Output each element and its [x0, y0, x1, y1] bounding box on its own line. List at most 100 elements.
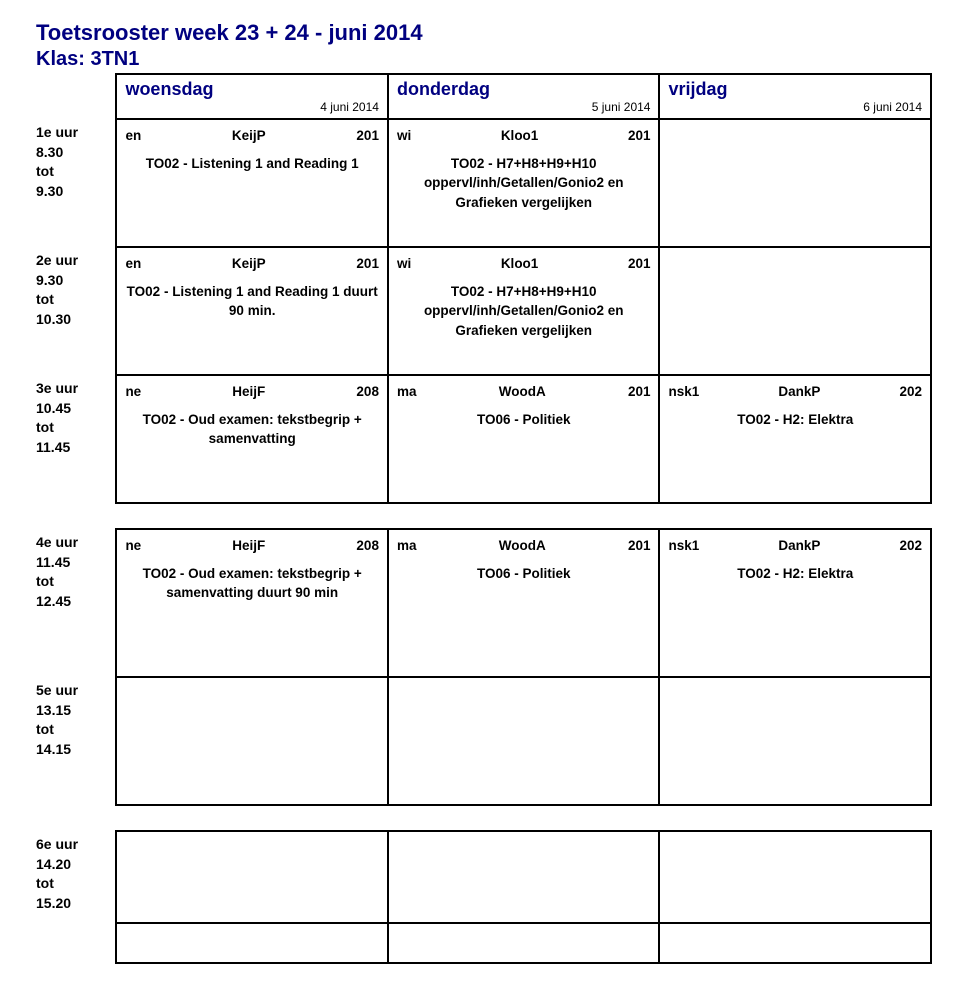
- subject-code: en: [125, 254, 141, 274]
- lesson-cell-empty: [659, 831, 931, 923]
- lesson-cell: en KeijP 201 TO02 - Listening 1 and Read…: [116, 119, 388, 247]
- room-number: 202: [899, 382, 922, 402]
- period-line: tot: [36, 875, 54, 891]
- table-row: 1e uur 8.30 tot 9.30 en KeijP 201 TO02 -…: [36, 119, 931, 247]
- lesson-description: TO02 - H7+H8+H9+H10 oppervl/inh/Getallen…: [397, 154, 651, 213]
- period-line: tot: [36, 573, 54, 589]
- lesson-head: ne HeijF 208: [125, 382, 379, 402]
- period-line: 12.45: [36, 593, 71, 609]
- lesson-description: TO06 - Politiek: [397, 410, 651, 430]
- schedule-table: woensdag 4 juni 2014 donderdag 5 juni 20…: [36, 73, 932, 964]
- lesson-cell: ma WoodA 201 TO06 - Politiek: [388, 529, 660, 677]
- lesson-head: wi Kloo1 201: [397, 126, 651, 146]
- day-header-fri: vrijdag 6 juni 2014: [659, 74, 931, 119]
- teacher-code: HeijF: [141, 536, 356, 556]
- teacher-code: KeijP: [141, 126, 356, 146]
- day-name: woensdag: [117, 75, 387, 100]
- room-number: 201: [356, 254, 379, 274]
- lesson-head: nsk1 DankP 202: [668, 536, 922, 556]
- period-line: 9.30: [36, 183, 63, 199]
- period-label-empty: [36, 923, 116, 963]
- lesson-cell-empty: [116, 923, 388, 963]
- room-number: 201: [356, 126, 379, 146]
- day-name: donderdag: [389, 75, 659, 100]
- period-line: 3e uur: [36, 380, 78, 396]
- period-line: tot: [36, 419, 54, 435]
- room-number: 201: [628, 254, 651, 274]
- teacher-code: HeijF: [141, 382, 356, 402]
- table-row: 3e uur 10.45 tot 11.45 ne HeijF 208 TO02…: [36, 375, 931, 503]
- teacher-code: Kloo1: [411, 126, 628, 146]
- lesson-cell: nsk1 DankP 202 TO02 - H2: Elektra: [659, 529, 931, 677]
- page: Toetsrooster week 23 + 24 - juni 2014 Kl…: [0, 0, 960, 984]
- period-line: 10.45: [36, 400, 71, 416]
- lesson-description: TO02 - H2: Elektra: [668, 564, 922, 584]
- page-title: Toetsrooster week 23 + 24 - juni 2014: [36, 20, 932, 46]
- subject-code: ma: [397, 382, 417, 402]
- lesson-description: TO02 - Listening 1 and Reading 1 duurt 9…: [125, 282, 379, 321]
- subject-code: nsk1: [668, 536, 699, 556]
- period-label-2: 2e uur 9.30 tot 10.30: [36, 247, 116, 375]
- subject-code: ne: [125, 536, 141, 556]
- subject-code: wi: [397, 254, 411, 274]
- period-line: 14.15: [36, 741, 71, 757]
- lesson-cell-empty: [659, 247, 931, 375]
- room-number: 201: [628, 382, 651, 402]
- subject-code: ma: [397, 536, 417, 556]
- table-row: 5e uur 13.15 tot 14.15: [36, 677, 931, 805]
- lesson-head: ma WoodA 201: [397, 536, 651, 556]
- lesson-description: TO06 - Politiek: [397, 564, 651, 584]
- period-line: 4e uur: [36, 534, 78, 550]
- day-name: vrijdag: [660, 75, 930, 100]
- lesson-head: en KeijP 201: [125, 254, 379, 274]
- lesson-cell-empty: [659, 923, 931, 963]
- subject-code: en: [125, 126, 141, 146]
- room-number: 201: [628, 126, 651, 146]
- lesson-description: TO02 - Oud examen: tekstbegrip + samenva…: [125, 564, 379, 603]
- header-row: woensdag 4 juni 2014 donderdag 5 juni 20…: [36, 74, 931, 119]
- subject-code: ne: [125, 382, 141, 402]
- period-line: 11.45: [36, 554, 70, 570]
- lesson-cell: en KeijP 201 TO02 - Listening 1 and Read…: [116, 247, 388, 375]
- lesson-cell-empty: [116, 677, 388, 805]
- period-line: 9.30: [36, 272, 63, 288]
- period-line: 10.30: [36, 311, 71, 327]
- period-line: tot: [36, 721, 54, 737]
- teacher-code: DankP: [699, 536, 899, 556]
- teacher-code: KeijP: [141, 254, 356, 274]
- lesson-description: TO02 - Listening 1 and Reading 1: [125, 154, 379, 174]
- teacher-code: WoodA: [416, 382, 627, 402]
- period-line: 13.15: [36, 702, 71, 718]
- lesson-head: nsk1 DankP 202: [668, 382, 922, 402]
- room-number: 208: [356, 382, 379, 402]
- lesson-head: en KeijP 201: [125, 126, 379, 146]
- lesson-cell: ne HeijF 208 TO02 - Oud examen: tekstbeg…: [116, 529, 388, 677]
- period-line: 5e uur: [36, 682, 78, 698]
- lesson-cell: ma WoodA 201 TO06 - Politiek: [388, 375, 660, 503]
- teacher-code: Kloo1: [411, 254, 628, 274]
- class-subtitle: Klas: 3TN1: [36, 48, 932, 71]
- table-row: [36, 923, 931, 963]
- subject-code: wi: [397, 126, 411, 146]
- lesson-cell-empty: [116, 831, 388, 923]
- day-header-thu: donderdag 5 juni 2014: [388, 74, 660, 119]
- period-line: 1e uur: [36, 124, 78, 140]
- lesson-cell-empty: [659, 119, 931, 247]
- lesson-head: wi Kloo1 201: [397, 254, 651, 274]
- table-row: 4e uur 11.45 tot 12.45 ne HeijF 208 TO02…: [36, 529, 931, 677]
- period-label-4: 4e uur 11.45 tot 12.45: [36, 529, 116, 677]
- lesson-cell-empty: [659, 677, 931, 805]
- period-label-6: 6e uur 14.20 tot 15.20: [36, 831, 116, 923]
- lesson-cell: ne HeijF 208 TO02 - Oud examen: tekstbeg…: [116, 375, 388, 503]
- room-number: 201: [628, 536, 651, 556]
- table-row: 6e uur 14.20 tot 15.20: [36, 831, 931, 923]
- period-label-3: 3e uur 10.45 tot 11.45: [36, 375, 116, 503]
- period-label-5: 5e uur 13.15 tot 14.15: [36, 677, 116, 805]
- lesson-cell: nsk1 DankP 202 TO02 - H2: Elektra: [659, 375, 931, 503]
- lesson-description: TO02 - Oud examen: tekstbegrip + samenva…: [125, 410, 379, 449]
- lesson-head: ne HeijF 208: [125, 536, 379, 556]
- period-line: 14.20: [36, 856, 71, 872]
- day-date: 6 juni 2014: [660, 100, 930, 118]
- subject-code: nsk1: [668, 382, 699, 402]
- period-label-1: 1e uur 8.30 tot 9.30: [36, 119, 116, 247]
